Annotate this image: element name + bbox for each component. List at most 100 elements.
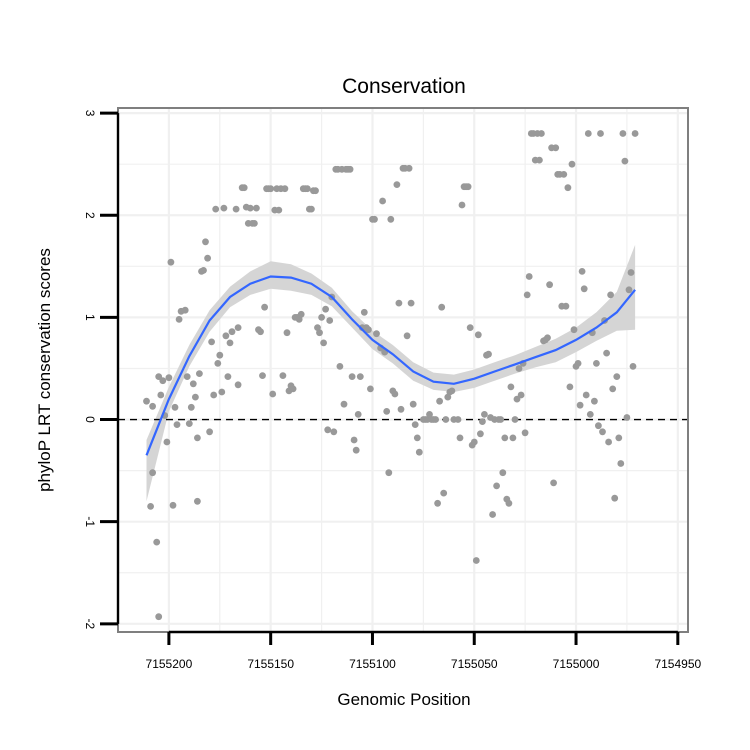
data-point: [597, 130, 604, 137]
data-point: [584, 130, 592, 137]
data-point: [464, 183, 472, 191]
data-point: [544, 334, 551, 342]
x-axis-label: Genomic Position: [337, 690, 470, 709]
smooth-line: [145, 275, 636, 456]
y-tick-label: 1: [83, 314, 97, 321]
data-point: [613, 373, 621, 380]
data-point: [202, 238, 209, 246]
data-point: [391, 390, 399, 398]
data-point: [385, 469, 393, 477]
data-point: [438, 303, 446, 311]
data-point: [194, 497, 201, 505]
data-point: [466, 324, 474, 331]
data-point: [607, 291, 614, 299]
data-point: [316, 329, 323, 337]
data-point: [403, 332, 411, 340]
data-point: [200, 267, 207, 274]
data-point: [149, 469, 157, 477]
data-point: [566, 383, 574, 391]
data-point: [373, 330, 380, 338]
data-point: [395, 299, 403, 307]
data-point: [499, 469, 507, 477]
x-tick-label: 7155100: [349, 657, 396, 671]
data-point: [246, 204, 254, 212]
scatter-points: [143, 130, 639, 621]
data-point: [609, 385, 617, 393]
data-point: [631, 130, 639, 137]
data-point: [621, 157, 629, 165]
data-point: [283, 329, 291, 337]
data-point: [173, 421, 181, 428]
data-point: [259, 372, 266, 379]
data-point: [517, 391, 525, 399]
data-point: [251, 220, 258, 227]
data-point: [615, 434, 623, 442]
data-point: [312, 187, 319, 195]
data-point: [409, 400, 417, 408]
data-point: [523, 291, 531, 299]
data-point: [314, 324, 321, 331]
x-tick-label: 7155150: [247, 657, 294, 671]
data-point: [481, 411, 488, 418]
data-point: [257, 328, 264, 336]
y-tick-label: 2: [83, 212, 97, 219]
data-point: [320, 339, 327, 347]
data-point: [442, 416, 450, 423]
data-point: [603, 349, 610, 357]
data-point: [580, 285, 588, 293]
data-point: [279, 372, 287, 379]
data-point: [387, 215, 395, 223]
data-point: [346, 165, 354, 173]
data-point: [560, 171, 568, 178]
data-point: [591, 397, 598, 405]
data-point: [413, 434, 421, 442]
data-point: [454, 416, 462, 423]
data-point: [147, 503, 155, 510]
data-point: [538, 130, 545, 137]
y-tick-label: -1: [83, 516, 97, 527]
data-point: [183, 373, 191, 380]
data-point: [595, 422, 602, 430]
data-point: [379, 197, 386, 205]
data-point: [568, 160, 576, 168]
data-point: [212, 205, 220, 213]
data-point: [511, 416, 519, 423]
data-point: [415, 448, 423, 456]
data-point: [619, 130, 627, 137]
data-point: [623, 414, 631, 421]
data-point: [574, 360, 582, 367]
data-point: [232, 205, 240, 213]
data-point: [169, 501, 177, 509]
data-point: [226, 339, 234, 347]
y-tick-label: 0: [83, 416, 97, 423]
data-point: [493, 482, 500, 490]
data-point: [228, 328, 236, 336]
data-point: [240, 184, 248, 192]
data-point: [295, 316, 303, 323]
data-point: [564, 184, 572, 192]
data-point: [625, 286, 633, 294]
data-point: [163, 438, 171, 446]
data-point: [261, 303, 268, 311]
data-point: [297, 310, 305, 318]
data-point: [267, 185, 275, 193]
data-point: [181, 306, 189, 314]
data-point: [367, 385, 374, 393]
data-point: [303, 185, 311, 193]
x-tick-label: 7155000: [553, 657, 600, 671]
data-point: [562, 302, 570, 310]
data-point: [196, 370, 203, 377]
data-point: [322, 305, 329, 313]
data-point: [155, 613, 163, 621]
data-point: [153, 538, 161, 546]
data-point: [479, 418, 486, 425]
x-tick-label: 7154950: [654, 657, 701, 671]
data-point: [208, 338, 216, 346]
data-point: [348, 373, 356, 380]
data-point: [340, 400, 348, 408]
data-point: [505, 499, 513, 507]
data-point: [582, 391, 590, 399]
data-point: [194, 434, 201, 442]
data-point: [216, 351, 224, 359]
